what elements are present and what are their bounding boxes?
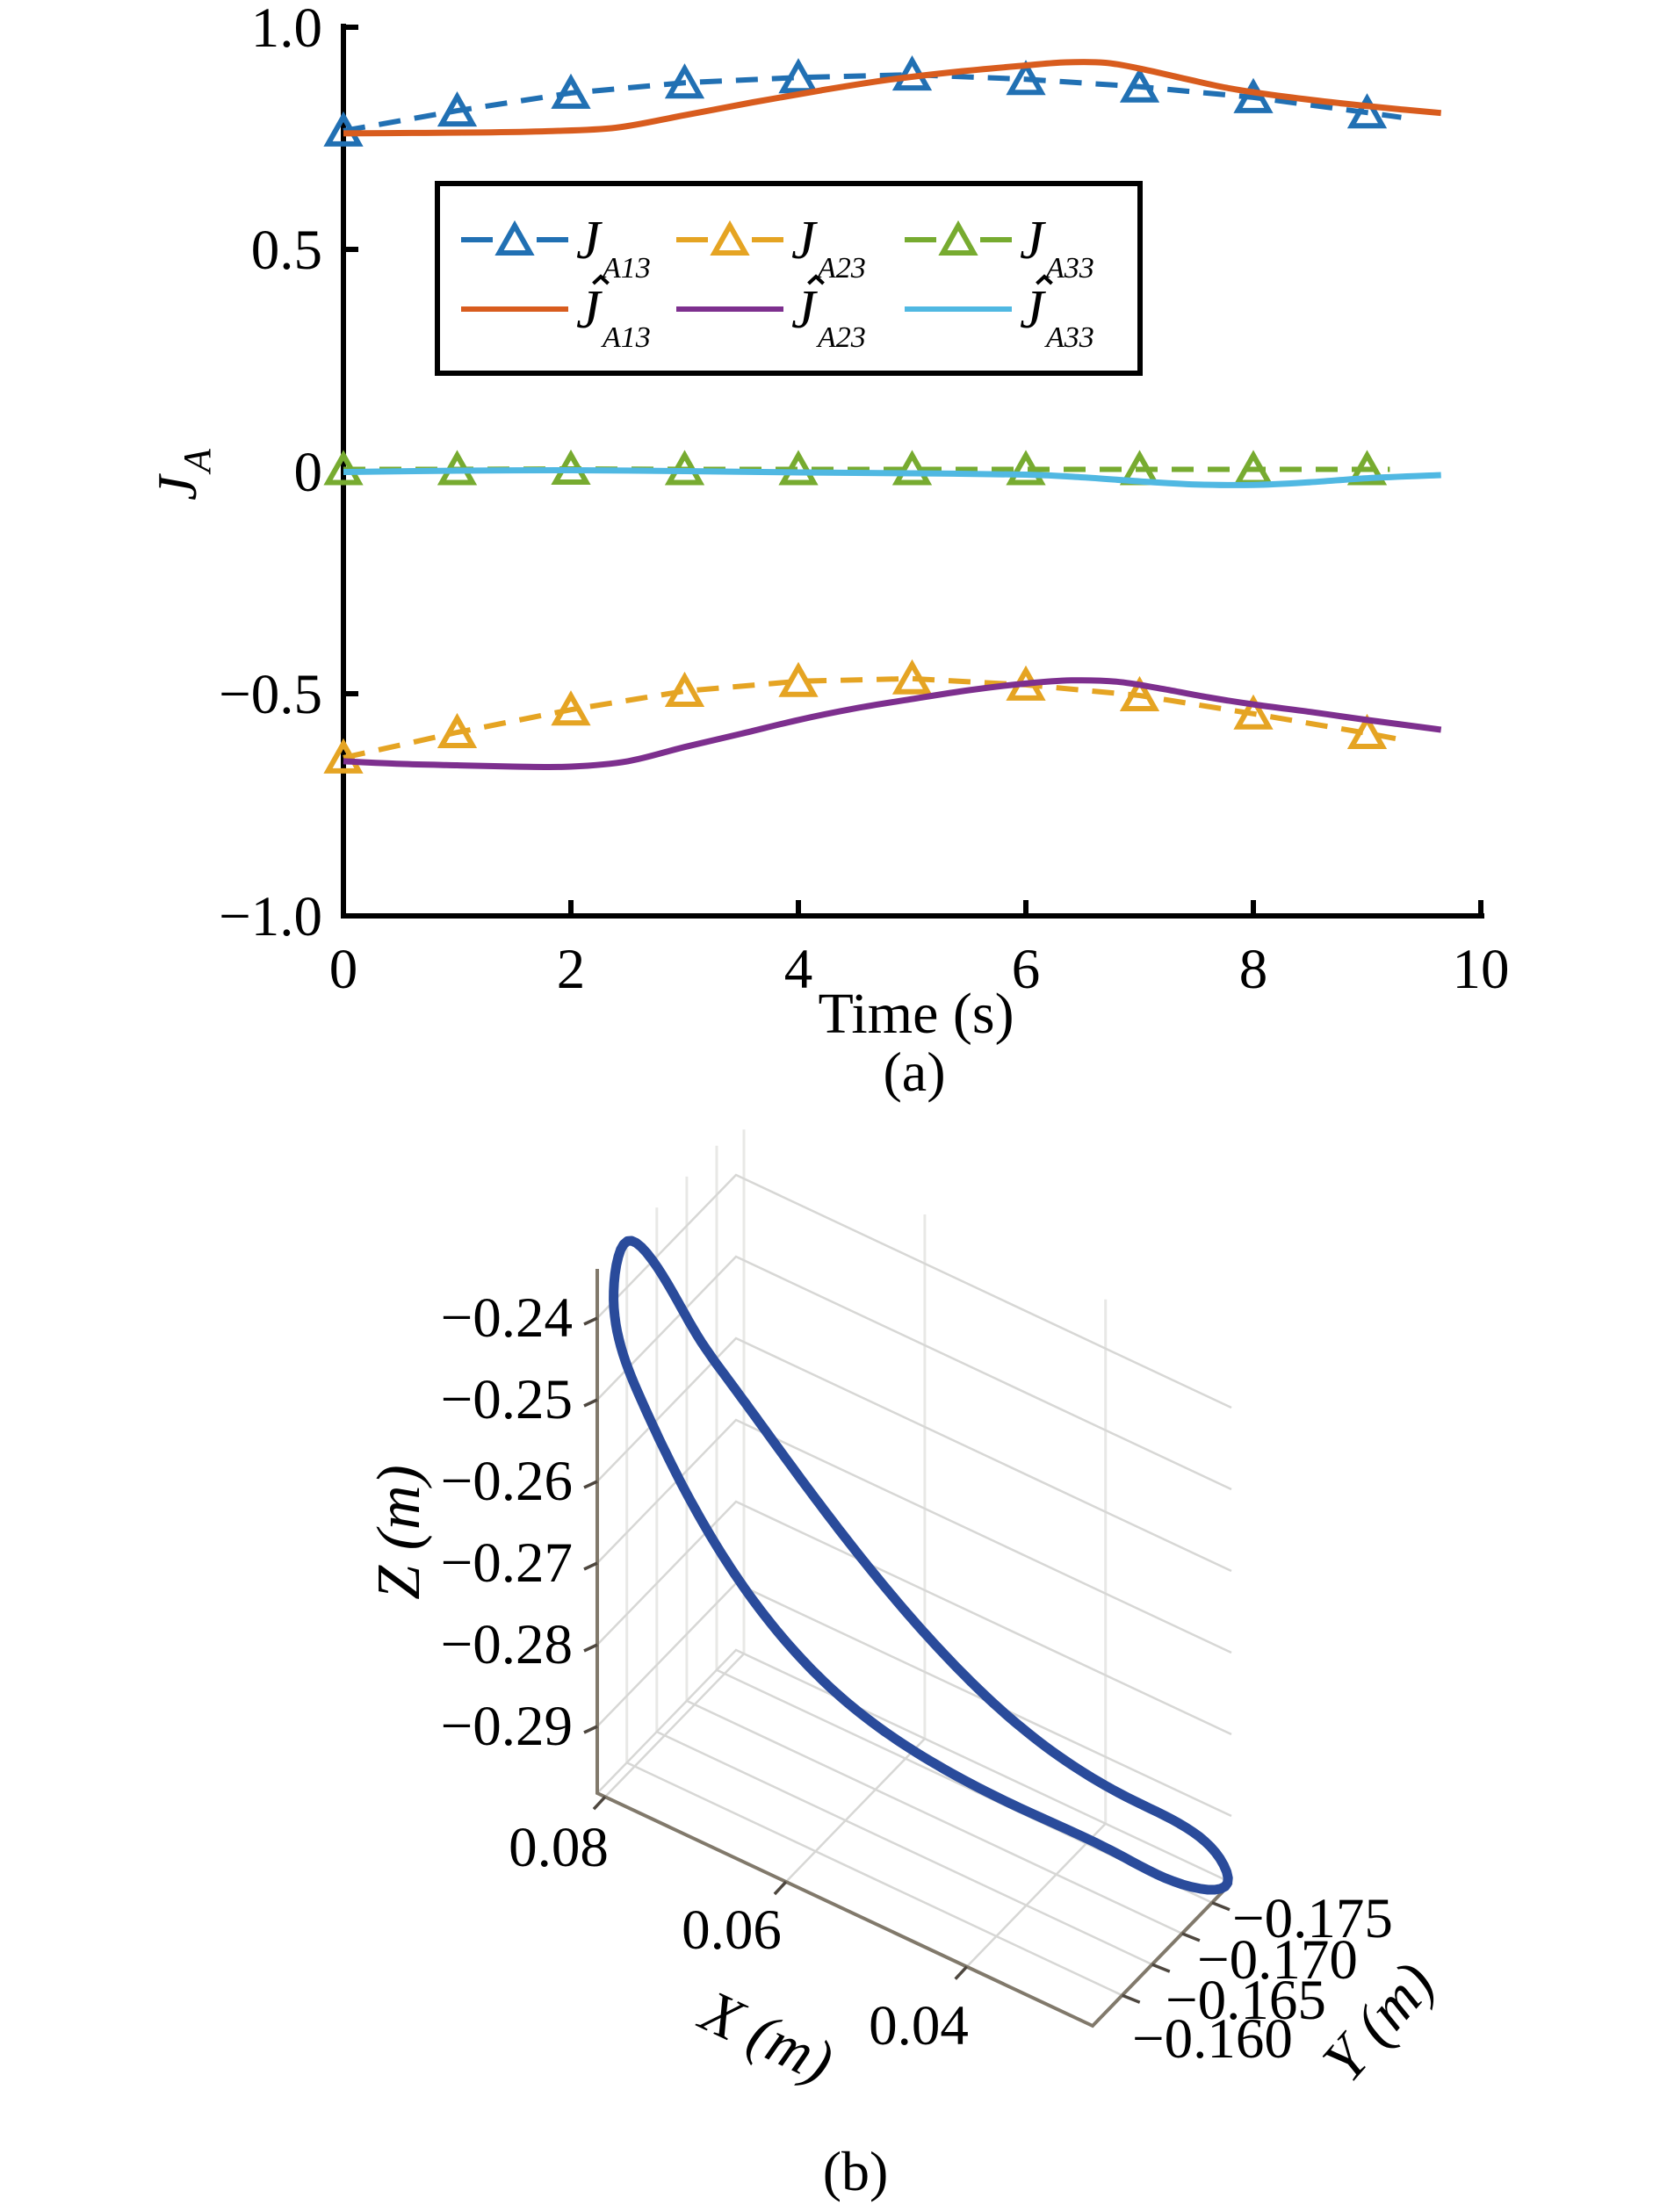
svg-text:−0.24: −0.24 <box>441 1286 573 1350</box>
svg-text:0: 0 <box>294 441 323 504</box>
svg-text:J: J <box>791 280 818 340</box>
svg-text:0.5: 0.5 <box>251 219 322 282</box>
svg-text:A33: A33 <box>1044 252 1094 285</box>
svg-text:−0.25: −0.25 <box>441 1368 573 1431</box>
svg-text:−0.26: −0.26 <box>441 1450 573 1513</box>
svg-text:4: 4 <box>784 938 813 1001</box>
svg-text:−0.165: −0.165 <box>1166 1969 1326 2032</box>
svg-text:J: J <box>576 280 603 340</box>
svg-text:0.08: 0.08 <box>509 1816 609 1879</box>
svg-text:A23: A23 <box>816 321 866 354</box>
svg-text:−0.29: −0.29 <box>441 1695 573 1758</box>
svg-text:0.04: 0.04 <box>869 1994 969 2057</box>
svg-text:−0.5: −0.5 <box>219 663 322 726</box>
svg-text:(b): (b) <box>823 2140 889 2202</box>
svg-text:A33: A33 <box>1044 321 1094 354</box>
svg-text:A: A <box>176 448 219 475</box>
svg-text:−0.170: −0.170 <box>1197 1928 1358 1992</box>
svg-text:A13: A13 <box>601 252 651 285</box>
svg-text:Z (m): Z (m) <box>365 1465 433 1600</box>
svg-text:10: 10 <box>1453 938 1510 1001</box>
svg-text:Time (s): Time (s) <box>818 982 1014 1046</box>
svg-text:1.0: 1.0 <box>251 0 322 60</box>
svg-text:−1.0: −1.0 <box>219 885 322 948</box>
svg-text:6: 6 <box>1012 938 1041 1001</box>
svg-text:−0.160: −0.160 <box>1132 2007 1293 2071</box>
svg-text:J: J <box>791 211 818 270</box>
svg-text:J: J <box>146 473 208 501</box>
svg-text:(a): (a) <box>883 1041 945 1103</box>
svg-text:2: 2 <box>557 938 586 1001</box>
svg-text:−0.28: −0.28 <box>441 1613 573 1676</box>
svg-text:0.06: 0.06 <box>682 1899 782 1962</box>
svg-text:J: J <box>576 211 603 270</box>
svg-text:A13: A13 <box>601 321 651 354</box>
svg-text:−0.27: −0.27 <box>441 1531 573 1595</box>
svg-text:J: J <box>1020 211 1046 270</box>
svg-text:8: 8 <box>1239 938 1268 1001</box>
svg-text:J: J <box>1020 280 1046 340</box>
svg-text:A23: A23 <box>816 252 866 285</box>
svg-text:0: 0 <box>329 938 358 1001</box>
svg-text:−0.175: −0.175 <box>1232 1887 1393 1950</box>
